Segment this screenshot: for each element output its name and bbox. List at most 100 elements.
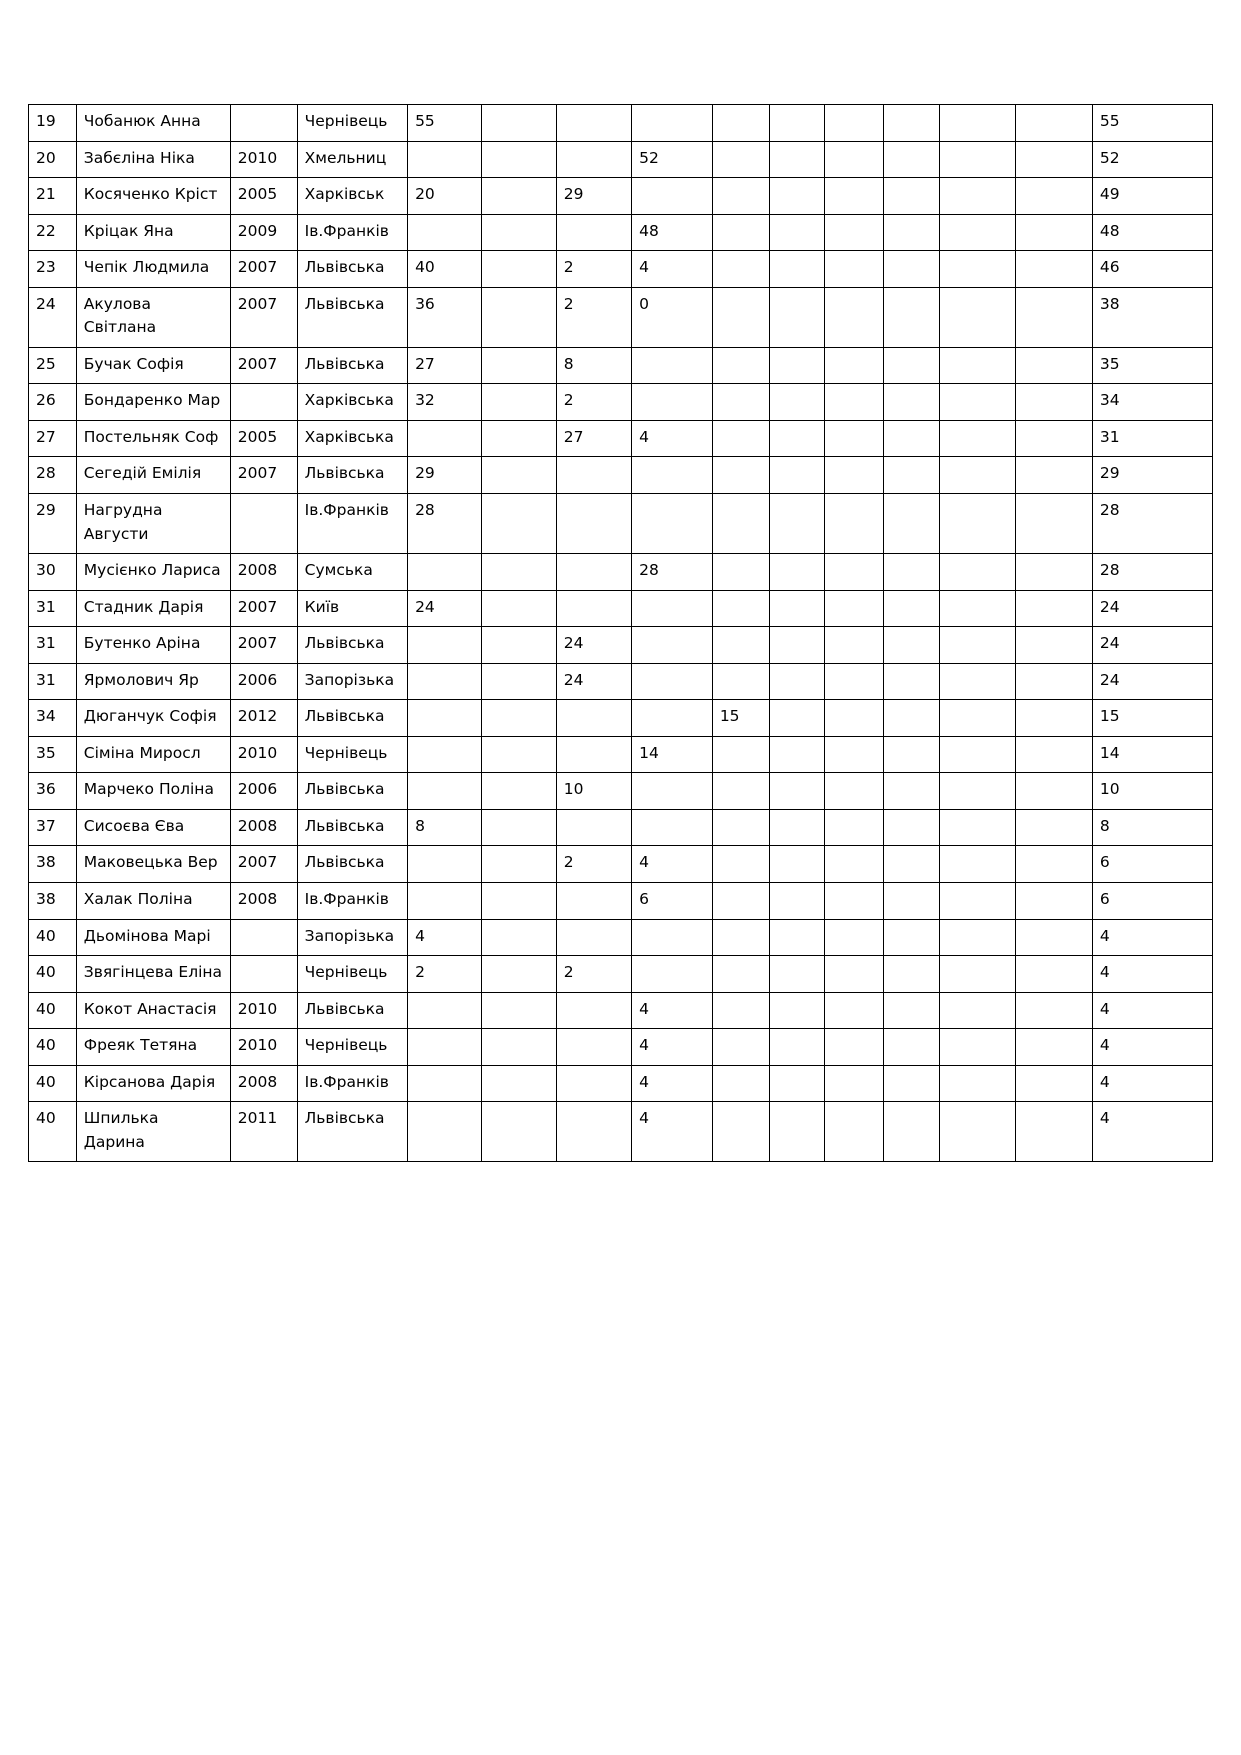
cell-rank: 23 xyxy=(28,250,77,288)
cell-s6 xyxy=(769,213,826,252)
cell-s5 xyxy=(711,1064,771,1103)
table-row: 26 Бондаренко Мар Харківська 32 2 34 xyxy=(28,383,1214,421)
cell-s3 xyxy=(555,808,633,847)
cell-s3 xyxy=(555,699,633,737)
cell-s5 xyxy=(711,493,771,555)
cell-year: 2006 xyxy=(229,662,298,701)
cell-year: 2007 xyxy=(229,626,298,664)
cell-s9 xyxy=(938,456,1017,495)
cell-s4: 4 xyxy=(631,1101,713,1163)
cell-year: 2008 xyxy=(229,553,298,591)
cell-s2 xyxy=(481,213,557,252)
cell-s10 xyxy=(1015,456,1093,495)
cell-s4 xyxy=(631,662,713,701)
cell-s8 xyxy=(882,626,941,664)
cell-s7 xyxy=(824,1101,884,1163)
cell-region: Чернівець xyxy=(296,735,409,774)
cell-s1: 4 xyxy=(407,918,483,957)
cell-s4 xyxy=(631,772,713,810)
cell-name: Чепік Людмила xyxy=(75,250,231,288)
cell-s7 xyxy=(824,699,884,737)
cell-s9 xyxy=(938,918,1017,957)
cell-s4 xyxy=(631,104,713,142)
table-row: 21 Косяченко Кріст 2005 Харківськ 20 29 49 xyxy=(28,177,1214,215)
cell-s8 xyxy=(882,918,941,957)
table-row: 22 Кріцак Яна 2009 Ів.Франків 48 48 xyxy=(28,213,1214,252)
cell-region: Львівська xyxy=(296,286,409,348)
cell-s8 xyxy=(882,456,941,495)
cell-region: Чернівець xyxy=(296,955,409,993)
cell-name: Акулова Світлана xyxy=(75,286,231,348)
cell-s7 xyxy=(824,493,884,555)
cell-s4: 28 xyxy=(631,553,713,591)
cell-s6 xyxy=(769,456,826,495)
cell-s9 xyxy=(938,845,1017,884)
cell-s7 xyxy=(824,845,884,884)
cell-s3: 27 xyxy=(555,419,633,458)
cell-year xyxy=(229,383,298,421)
cell-s2 xyxy=(481,662,557,701)
cell-s3 xyxy=(555,1064,633,1103)
cell-s7 xyxy=(824,662,884,701)
cell-s6 xyxy=(769,493,826,555)
cell-year: 2007 xyxy=(229,286,298,348)
cell-s5 xyxy=(711,104,771,142)
cell-s9 xyxy=(938,213,1017,252)
cell-total: 14 xyxy=(1091,735,1214,774)
cell-s10 xyxy=(1015,140,1093,179)
table-row: 37 Сисоєва Єва 2008 Львівська 8 8 xyxy=(28,808,1214,847)
cell-rank: 40 xyxy=(28,1028,77,1066)
cell-s8 xyxy=(882,493,941,555)
cell-total: 34 xyxy=(1091,383,1214,421)
cell-rank: 31 xyxy=(28,626,77,664)
cell-name: Сегедій Емілія xyxy=(75,456,231,495)
cell-s5 xyxy=(711,735,771,774)
cell-s2 xyxy=(481,1064,557,1103)
cell-rank: 24 xyxy=(28,286,77,348)
cell-year: 2010 xyxy=(229,735,298,774)
cell-s8 xyxy=(882,419,941,458)
cell-region: Львівська xyxy=(296,991,409,1030)
cell-s9 xyxy=(938,250,1017,288)
table-row: 40 Кірсанова Дарія 2008 Ів.Франків 4 4 xyxy=(28,1064,1214,1103)
cell-s10 xyxy=(1015,346,1093,385)
cell-s1 xyxy=(407,882,483,920)
cell-region: Львівська xyxy=(296,1101,409,1163)
table-row: 28 Сегедій Емілія 2007 Львівська 29 29 xyxy=(28,456,1214,495)
cell-s4: 4 xyxy=(631,991,713,1030)
cell-name: Дюганчук Софія xyxy=(75,699,231,737)
cell-s8 xyxy=(882,104,941,142)
cell-s4: 52 xyxy=(631,140,713,179)
cell-s4 xyxy=(631,589,713,628)
cell-s2 xyxy=(481,383,557,421)
table-row: 25 Бучак Софія 2007 Львівська 27 8 35 xyxy=(28,346,1214,385)
table-row: 38 Маковецька Вер 2007 Львівська 2 4 6 xyxy=(28,845,1214,884)
cell-s2 xyxy=(481,845,557,884)
cell-total: 4 xyxy=(1091,1064,1214,1103)
cell-s10 xyxy=(1015,955,1093,993)
cell-total: 4 xyxy=(1091,1101,1214,1163)
cell-s9 xyxy=(938,589,1017,628)
cell-s1 xyxy=(407,1101,483,1163)
cell-year: 2007 xyxy=(229,589,298,628)
cell-s2 xyxy=(481,626,557,664)
cell-total: 6 xyxy=(1091,845,1214,884)
cell-s5 xyxy=(711,140,771,179)
cell-s3 xyxy=(555,589,633,628)
cell-region: Харківська xyxy=(296,383,409,421)
cell-rank: 25 xyxy=(28,346,77,385)
cell-region: Ів.Франків xyxy=(296,882,409,920)
table-row: 29 Нагрудна Августи Ів.Франків 28 28 xyxy=(28,493,1214,555)
cell-name: Забєліна Ніка xyxy=(75,140,231,179)
cell-year: 2008 xyxy=(229,882,298,920)
cell-s8 xyxy=(882,286,941,348)
cell-s8 xyxy=(882,882,941,920)
cell-s2 xyxy=(481,589,557,628)
cell-s8 xyxy=(882,991,941,1030)
cell-s1 xyxy=(407,213,483,252)
cell-s5 xyxy=(711,1028,771,1066)
cell-s7 xyxy=(824,286,884,348)
cell-s5 xyxy=(711,589,771,628)
cell-s4: 6 xyxy=(631,882,713,920)
cell-region: Львівська xyxy=(296,250,409,288)
